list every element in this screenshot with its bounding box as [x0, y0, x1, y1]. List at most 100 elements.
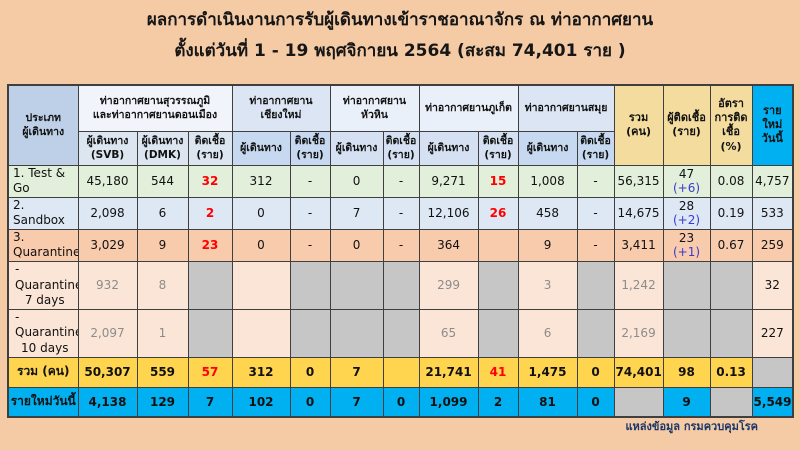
table-cell: - [289, 164, 331, 198]
cell-value: 7 [352, 394, 361, 409]
table-cell: 74,401 [613, 356, 664, 388]
table-cell: - [576, 164, 615, 198]
table-cell: 1,242 [613, 261, 664, 310]
table-cell [231, 308, 291, 358]
table-cell: 28 (+2) [662, 196, 711, 230]
table-cell: 0 [231, 228, 291, 263]
row-label-line1: - Quarantine [15, 309, 78, 340]
table-cell: 0.67 [709, 228, 753, 263]
row-label: - Quarantine 7 days [7, 261, 79, 310]
cell-value: 9 [682, 394, 691, 409]
table-cell: 533 [751, 196, 794, 230]
airport-sub-header: ผู้เดินทาง [231, 130, 291, 166]
table-cell [289, 261, 331, 310]
table-cell: 9 [662, 386, 711, 418]
cell-value: 3,029 [90, 238, 125, 253]
table-cell: 23 (+1) [662, 228, 711, 263]
table-cell: 0 [289, 386, 331, 418]
cell-value: 1,099 [429, 394, 468, 409]
cell-value: 2 [205, 206, 215, 221]
cell-value: 9 [158, 238, 167, 253]
table-cell: 32 [187, 164, 233, 198]
cell-value: - [307, 238, 313, 253]
table-cell: - [382, 164, 420, 198]
airport-sub-header: ติดเชื้อ (ราย) [382, 130, 420, 166]
cell-value: 57 [201, 365, 219, 380]
airport-sub-header: ผู้เดินทาง (DMK) [136, 130, 189, 166]
table-cell: 364 [418, 228, 479, 263]
table-cell: 0.13 [709, 356, 753, 388]
cell-value: 23 [201, 238, 219, 253]
cell-value: 0 [396, 394, 406, 409]
row-label: - Quarantine 10 days [7, 308, 79, 358]
cell-value: - [398, 206, 404, 221]
airport-sub-header: ติดเชื้อ (ราย) [576, 130, 615, 166]
table-row: รายใหม่วันนี้ 4,138 129 7 102 0 7 0 1,099 2 81 0 9 5,… [7, 386, 794, 418]
arrivals-table: ประเภท ผู้เดินทาง ท่าอากาศยานสุวรรณภูมิ แ… [7, 84, 795, 419]
table-cell: 15 [477, 164, 519, 198]
cell-value: 7 [352, 365, 361, 380]
cell-value: 12,106 [427, 206, 470, 221]
table-cell: 932 [77, 261, 138, 310]
airport-group-header: ท่าอากาศยานสมุย [517, 84, 615, 132]
cell-delta-note: (+1) [673, 245, 701, 260]
table-cell: 7 [329, 196, 384, 230]
cell-value: 47 [678, 167, 695, 182]
table-cell [709, 308, 753, 358]
cell-value: 21,741 [425, 365, 472, 380]
cell-value: 4,138 [88, 394, 127, 409]
airport-sub-header: ผู้เดินทาง [329, 130, 384, 166]
cell-value: 6 [158, 206, 167, 221]
cell-value: - [307, 206, 313, 221]
table-cell: - [289, 228, 331, 263]
cell-value: 32 [764, 278, 780, 293]
table-cell: 2,098 [77, 196, 138, 230]
table-cell: - [382, 228, 420, 263]
cell-value: 26 [489, 206, 507, 221]
table-cell: 2,169 [613, 308, 664, 358]
cell-value: 81 [539, 394, 556, 409]
summary-header: อัตรา การติด เชื้อ (%) [709, 84, 753, 166]
data-source-note: แหล่งข้อมูล กรมควบคุมโรค [625, 420, 758, 433]
cell-value: 0.08 [717, 174, 745, 189]
table-cell: 57 [187, 356, 233, 388]
table-cell: 41 [477, 356, 519, 388]
table-cell: 299 [418, 261, 479, 310]
cell-value: 0 [305, 365, 315, 380]
cell-value: - [398, 238, 404, 253]
airport-sub-header: ผู้เดินทาง (SVB) [77, 130, 138, 166]
cell-value: 0 [257, 206, 265, 221]
table-cell: 23 [187, 228, 233, 263]
cell-value: 6 [543, 326, 552, 341]
traveler-type-header: ประเภท ผู้เดินทาง [7, 84, 79, 166]
row-label-line2: 10 days [21, 341, 69, 356]
cell-value: 5,549 [753, 394, 792, 409]
cell-value: 3,411 [621, 238, 656, 253]
summary-header: ผู้ติดเชื้อ (ราย) [662, 84, 711, 166]
table-cell: 0 [576, 356, 615, 388]
cell-value: - [398, 174, 404, 189]
cell-value: 1,242 [621, 278, 656, 293]
table-cell [382, 261, 420, 310]
table-cell [751, 356, 794, 388]
cell-value: 9,271 [431, 174, 466, 189]
table-cell: 12,106 [418, 196, 479, 230]
cell-value: 2,097 [90, 326, 125, 341]
table-cell [477, 228, 519, 263]
table-cell: 45,180 [77, 164, 138, 198]
cell-value: 56,315 [617, 174, 660, 189]
table-cell: 47 (+6) [662, 164, 711, 198]
table-cell [231, 261, 291, 310]
table-cell: 3,411 [613, 228, 664, 263]
cell-value: 2 [493, 394, 503, 409]
airport-sub-header: ติดเชื้อ (ราย) [187, 130, 233, 166]
table-cell: 6 [517, 308, 578, 358]
cell-value: 0 [305, 394, 315, 409]
table-cell: 1,475 [517, 356, 578, 388]
table-cell: 26 [477, 196, 519, 230]
report-title: ผลการดำเนินงานการรับผู้เดินทางเข้าราชอาณ… [0, 5, 800, 67]
table-cell: 5,549 [751, 386, 794, 418]
cell-value: 98 [678, 365, 695, 380]
row-label: 1. Test & Go [7, 164, 79, 198]
table-cell: 2 [187, 196, 233, 230]
